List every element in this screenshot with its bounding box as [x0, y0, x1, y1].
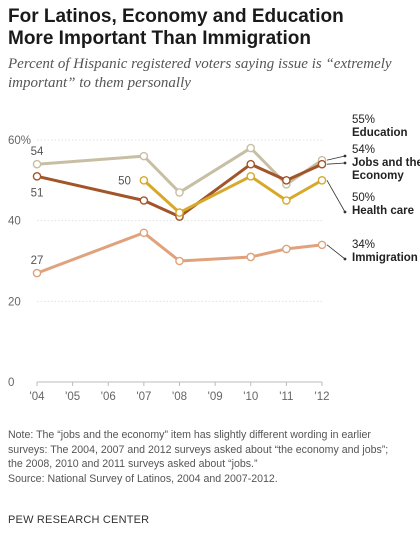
chart-subtitle: Percent of Hispanic registered voters sa… — [8, 55, 413, 93]
education-end-value-label: 55% — [352, 114, 375, 126]
immigration-leader-line — [326, 244, 346, 260]
economy-point — [32, 171, 42, 181]
note-line-3: the 2008, 2010 and 2011 surveys asked ab… — [8, 458, 258, 470]
immigration-point — [175, 256, 184, 266]
chart-title-line-1: For Latinos, Economy and Education — [8, 6, 344, 27]
chart-subtitle-line-2: important” to them personally — [8, 75, 191, 91]
health-point — [317, 176, 327, 185]
health-point — [175, 208, 184, 217]
economy-leader-line — [326, 162, 346, 165]
health-point — [139, 176, 149, 185]
education-leader-dot — [343, 154, 347, 158]
economy-end-value-label: 54% — [352, 144, 375, 156]
education-point — [246, 143, 256, 153]
immigration-leader-dot — [343, 257, 347, 261]
immigration-end-name-label: Immigration — [352, 252, 418, 264]
source-line: Source: National Survey of Latinos, 2004… — [8, 472, 278, 485]
x-tick-label: '09 — [208, 391, 223, 403]
y-tick-label: 40 — [8, 216, 21, 228]
y-tick-label: 20 — [8, 296, 21, 308]
health-point — [246, 171, 256, 181]
economy-end-name-label-2: Economy — [352, 170, 404, 182]
education-point — [175, 188, 184, 197]
economy-point — [139, 196, 149, 205]
immigration-point — [139, 228, 149, 238]
education-line — [35, 146, 324, 194]
chart-notes: Note: The “jobs and the economy” item ha… — [8, 428, 413, 486]
education-point — [139, 151, 149, 161]
economy-end-name-label: Jobs and the — [352, 157, 420, 169]
health-start-label: 50 — [118, 175, 131, 187]
x-tick-label: '08 — [172, 391, 187, 403]
immigration-line — [35, 231, 324, 275]
chart-title-line-2: More Important Than Immigration — [8, 28, 311, 49]
pew-research-center-logo: PEW RESEARCH CENTER — [8, 514, 150, 526]
health-end-value-label: 50% — [352, 192, 375, 204]
education-end-name-label: Education — [352, 127, 408, 139]
immigration-end-value-label: 34% — [352, 239, 375, 251]
line-chart: 0 20 40 60% '04 '05 '06 '07 '08 '09 '10 '11 '12 54 51 5… — [8, 114, 420, 403]
economy-leader-dot — [343, 161, 347, 165]
health-leader-line — [326, 180, 346, 213]
economy-start-label: 51 — [31, 187, 44, 199]
x-tick-label: '11 — [279, 391, 293, 403]
y-tick-label: 0 — [8, 377, 14, 389]
x-tick-label: '07 — [136, 391, 151, 403]
health-leader-dot — [343, 210, 347, 214]
x-tick-label: '04 — [30, 391, 46, 403]
education-start-label: 54 — [31, 146, 44, 158]
note-line-2: surveys: The 2004, 2007 and 2012 surveys… — [8, 443, 389, 456]
immigration-point — [246, 252, 256, 262]
immigration-point — [32, 268, 42, 278]
x-tick-label: '10 — [243, 391, 258, 403]
x-tick-label: '06 — [101, 391, 116, 403]
economy-point — [282, 176, 291, 185]
chart-title: For Latinos, Economy and Education More … — [8, 6, 408, 50]
note-line-1: Note: The “jobs and the economy” item ha… — [8, 429, 371, 441]
health-point — [282, 196, 291, 205]
economy-line — [35, 162, 324, 219]
immigration-start-label: 27 — [31, 255, 44, 267]
economy-point — [317, 159, 327, 169]
y-tick-label: 60% — [8, 135, 31, 147]
chart-subtitle-line-1: Percent of Hispanic registered voters sa… — [8, 56, 392, 72]
education-leader-line — [326, 155, 346, 161]
economy-point — [246, 159, 256, 169]
immigration-point — [282, 244, 291, 254]
health-end-name-label: Health care — [352, 205, 414, 217]
immigration-point — [317, 240, 327, 250]
x-tick-label: '12 — [315, 391, 330, 403]
education-point — [32, 159, 42, 169]
x-tick-label: '05 — [65, 391, 80, 403]
